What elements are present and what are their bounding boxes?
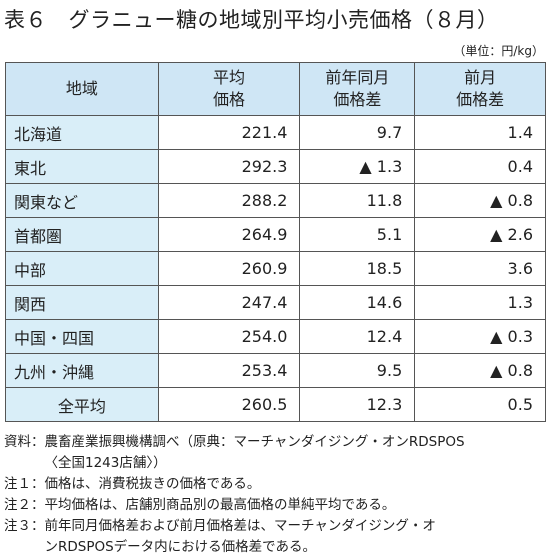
- table-row: 中国・四国 254.0 12.4 ▲ 0.3: [5, 319, 546, 354]
- note-label: 注３：: [4, 518, 45, 534]
- header-cell: 前月 価格差: [414, 62, 546, 116]
- notes: 資料： 農畜産業振興機構調べ（原典：マーチャンダイジング・オンRDSPOS 〈全国1…: [4, 432, 465, 558]
- note-line: 農畜産業振興機構調べ（原典：マーチャンダイジング・オンRDSPOS: [44, 434, 465, 450]
- value-cell: ▲ 0.8: [414, 183, 546, 218]
- value-cell: 11.8: [299, 183, 416, 218]
- unit: （単位：円/kg）: [453, 44, 544, 58]
- price-table: 地域 平均 価格 前年同月 価格差 前月 価格差 北海道 221.4 9.7 1.4 東北 292.3…: [5, 62, 546, 422]
- table-body: 北海道 221.4 9.7 1.4 東北 292.3 ▲ 1.3 0.4 関東など 288.2 11…: [5, 115, 546, 422]
- note-label: 注１：: [4, 476, 45, 492]
- header-line: 前年同月: [325, 68, 390, 87]
- note-body: 平均価格は、店舗別商品別の最高価格の単純平均である。: [45, 495, 396, 516]
- header-cell: 前年同月 価格差: [299, 62, 416, 116]
- note: 資料： 農畜産業振興機構調べ（原典：マーチャンダイジング・オンRDSPOS 〈全国1…: [4, 432, 465, 474]
- value-cell: 5.1: [299, 217, 416, 252]
- header-line: 価格差: [456, 90, 505, 109]
- table-row: 東北 292.3 ▲ 1.3 0.4: [5, 149, 546, 184]
- value-cell: ▲ 2.6: [414, 217, 546, 252]
- value-cell: 292.3: [157, 149, 301, 184]
- region-cell: 関西: [5, 285, 159, 320]
- header-row: 地域 平均 価格 前年同月 価格差 前月 価格差: [5, 62, 546, 116]
- value-cell: 264.9: [157, 217, 301, 252]
- header-line: 地域: [65, 79, 98, 98]
- note-line: 〈全国1243店舗〉）: [44, 455, 167, 471]
- note-line: ンRDSPOSデータ内における価格差である。: [44, 539, 317, 555]
- value-cell: 3.6: [414, 251, 546, 286]
- header-line: 価格差: [333, 90, 382, 109]
- table-header: 地域 平均 価格 前年同月 価格差 前月 価格差: [5, 62, 546, 116]
- header-cell: 平均 価格: [157, 62, 301, 116]
- value-cell: 1.3: [414, 285, 546, 320]
- header-line: 前月: [464, 68, 497, 87]
- value-cell: ▲ 1.3: [299, 149, 416, 184]
- region-cell: 首都圏: [5, 217, 159, 252]
- region-cell: 九州・沖縄: [5, 353, 159, 388]
- note-label: 資料：: [4, 434, 45, 450]
- note: 注１： 価格は、消費税抜きの価格である。: [4, 474, 465, 495]
- value-cell: 18.5: [299, 251, 416, 286]
- note-line: 前年同月価格差および前月価格差は、マーチャンダイジング・オ: [44, 518, 436, 534]
- table-row: 中部 260.9 18.5 3.6: [5, 251, 546, 286]
- value-cell: 260.9: [157, 251, 301, 286]
- region-cell: 関東など: [5, 183, 159, 218]
- note-body: 農畜産業振興機構調べ（原典：マーチャンダイジング・オンRDSPOS 〈全国1243…: [45, 432, 465, 474]
- header-cell: 地域: [5, 62, 159, 116]
- table-row: 関西 247.4 14.6 1.3: [5, 285, 546, 320]
- value-cell: 12.3: [299, 387, 416, 422]
- region-cell: 中部: [5, 251, 159, 286]
- value-cell: 247.4: [157, 285, 301, 320]
- header-line: 価格: [213, 90, 246, 109]
- header-line: 平均: [213, 68, 246, 87]
- region-cell: 中国・四国: [5, 319, 159, 354]
- value-cell: 288.2: [157, 183, 301, 218]
- note: 注２： 平均価格は、店舗別商品別の最高価格の単純平均である。: [4, 495, 465, 516]
- note-label: 注２：: [4, 497, 45, 513]
- table-row: 九州・沖縄 253.4 9.5 ▲ 0.8: [5, 353, 546, 388]
- region-cell: 北海道: [5, 115, 159, 150]
- value-cell: 9.7: [299, 115, 416, 150]
- table-row: 首都圏 264.9 5.1 ▲ 2.6: [5, 217, 546, 252]
- value-cell: 260.5: [157, 387, 301, 422]
- value-cell: ▲ 0.3: [414, 319, 546, 354]
- value-cell: 1.4: [414, 115, 546, 150]
- value-cell: 9.5: [299, 353, 416, 388]
- value-cell: 12.4: [299, 319, 416, 354]
- value-cell: 253.4: [157, 353, 301, 388]
- note-body: 前年同月価格差および前月価格差は、マーチャンダイジング・オ ンRDSPOSデータ内…: [45, 516, 436, 558]
- note-body: 価格は、消費税抜きの価格である。: [45, 474, 261, 495]
- title: 表６ グラニュー糖の地域別平均小売価格（８月）: [4, 8, 499, 32]
- note-line: 価格は、消費税抜きの価格である。: [44, 476, 261, 492]
- table-row: 全平均 260.5 12.3 0.5: [5, 387, 546, 422]
- note: 注３： 前年同月価格差および前月価格差は、マーチャンダイジング・オ ンRDSPOSデ…: [4, 516, 465, 558]
- region-cell: 全平均: [5, 387, 159, 422]
- note-line: 平均価格は、店舗別商品別の最高価格の単純平均である。: [44, 497, 396, 513]
- table-row: 北海道 221.4 9.7 1.4: [5, 115, 546, 150]
- value-cell: 0.5: [414, 387, 546, 422]
- region-cell: 東北: [5, 149, 159, 184]
- value-cell: 0.4: [414, 149, 546, 184]
- value-cell: ▲ 0.8: [414, 353, 546, 388]
- value-cell: 221.4: [157, 115, 301, 150]
- table-row: 関東など 288.2 11.8 ▲ 0.8: [5, 183, 546, 218]
- value-cell: 254.0: [157, 319, 301, 354]
- value-cell: 14.6: [299, 285, 416, 320]
